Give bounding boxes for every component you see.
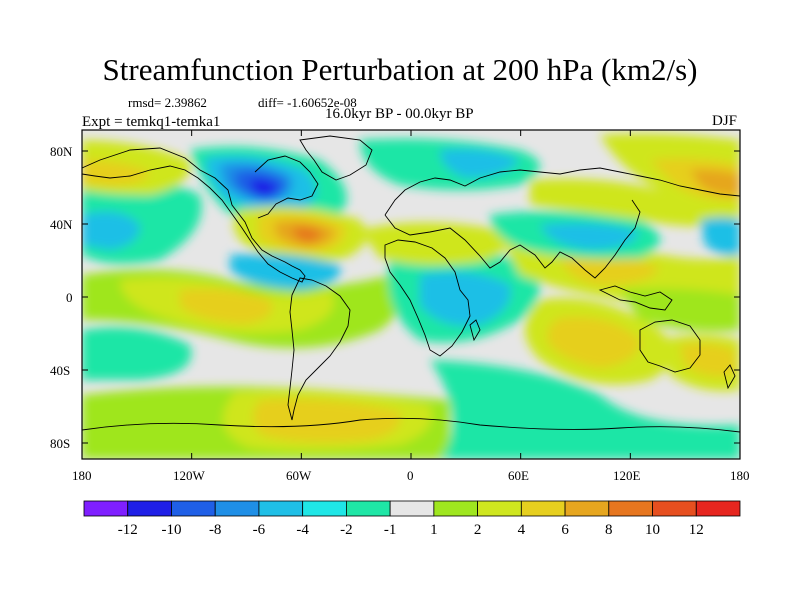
colorbar-swatch-0 <box>83 500 129 517</box>
colorbar-label-2: -8 <box>209 522 222 538</box>
colorbar-swatch-10 <box>520 500 566 517</box>
colorbar-swatch-3 <box>214 500 260 517</box>
lon-label-120w: 120W <box>173 468 205 483</box>
colorbar-swatch-12 <box>608 500 653 517</box>
colorbar-label-5: -2 <box>340 522 353 538</box>
experiment-label: Expt = temkq1-temka1 <box>82 114 221 130</box>
colorbar-swatch-14 <box>695 500 741 517</box>
streamfunction-field <box>82 130 740 459</box>
colorbar-swatch-7 <box>389 500 435 517</box>
colorbar-label-4: -4 <box>296 522 309 538</box>
lon-label-60e: 60E <box>508 468 529 483</box>
colorbar-swatch-8 <box>433 500 479 517</box>
colorbar-swatch-6 <box>345 500 391 517</box>
colorbar-label-7: 1 <box>430 522 438 538</box>
colorbar-label-9: 4 <box>518 522 526 538</box>
colorbar-label-3: -6 <box>253 522 266 538</box>
diff-value: diff= -1.60652e-08 <box>258 95 357 110</box>
colorbar-label-11: 8 <box>605 522 613 538</box>
colorbar: -12 -10 -8 -6 -4 -2 -1 1 2 4 6 8 10 12 <box>83 500 741 538</box>
colorbar-swatch-1 <box>127 500 172 517</box>
colorbar-label-13: 12 <box>689 522 704 538</box>
colorbar-swatch-9 <box>477 500 522 517</box>
colorbar-label-0: -12 <box>118 522 138 538</box>
colorbar-swatch-4 <box>258 500 304 517</box>
lat-label-80s: 80S <box>50 436 71 451</box>
lon-label-0: 0 <box>407 468 414 483</box>
rmsd-value: rmsd= 2.39862 <box>128 95 207 110</box>
lon-label-180e: 180 <box>730 468 750 483</box>
lat-label-80n: 80N <box>50 144 73 159</box>
colorbar-label-12: 10 <box>645 522 660 538</box>
period-label: 16.0kyr BP - 00.0kyr BP <box>325 106 474 122</box>
colorbar-label-1: -10 <box>161 522 181 538</box>
lat-label-40s: 40S <box>50 363 71 378</box>
colorbar-swatch-5 <box>302 500 347 517</box>
lon-label-60w: 60W <box>286 468 312 483</box>
colorbar-label-6: -1 <box>384 522 397 538</box>
plot-title: Streamfunction Perturbation at 200 hPa (… <box>102 52 698 87</box>
colorbar-label-10: 6 <box>561 522 569 538</box>
season-label: DJF <box>712 113 738 129</box>
lon-label-180w: 180 <box>72 468 92 483</box>
axis-ticks <box>81 130 741 459</box>
lat-label-0: 0 <box>66 290 73 305</box>
colorbar-label-8: 2 <box>474 522 482 538</box>
colorbar-swatch-11 <box>564 500 610 517</box>
colorbar-swatch-13 <box>652 500 697 517</box>
coastlines <box>82 135 740 433</box>
lon-label-120e: 120E <box>613 468 641 483</box>
colorbar-swatch-2 <box>171 500 216 517</box>
lat-label-40n: 40N <box>50 217 73 232</box>
